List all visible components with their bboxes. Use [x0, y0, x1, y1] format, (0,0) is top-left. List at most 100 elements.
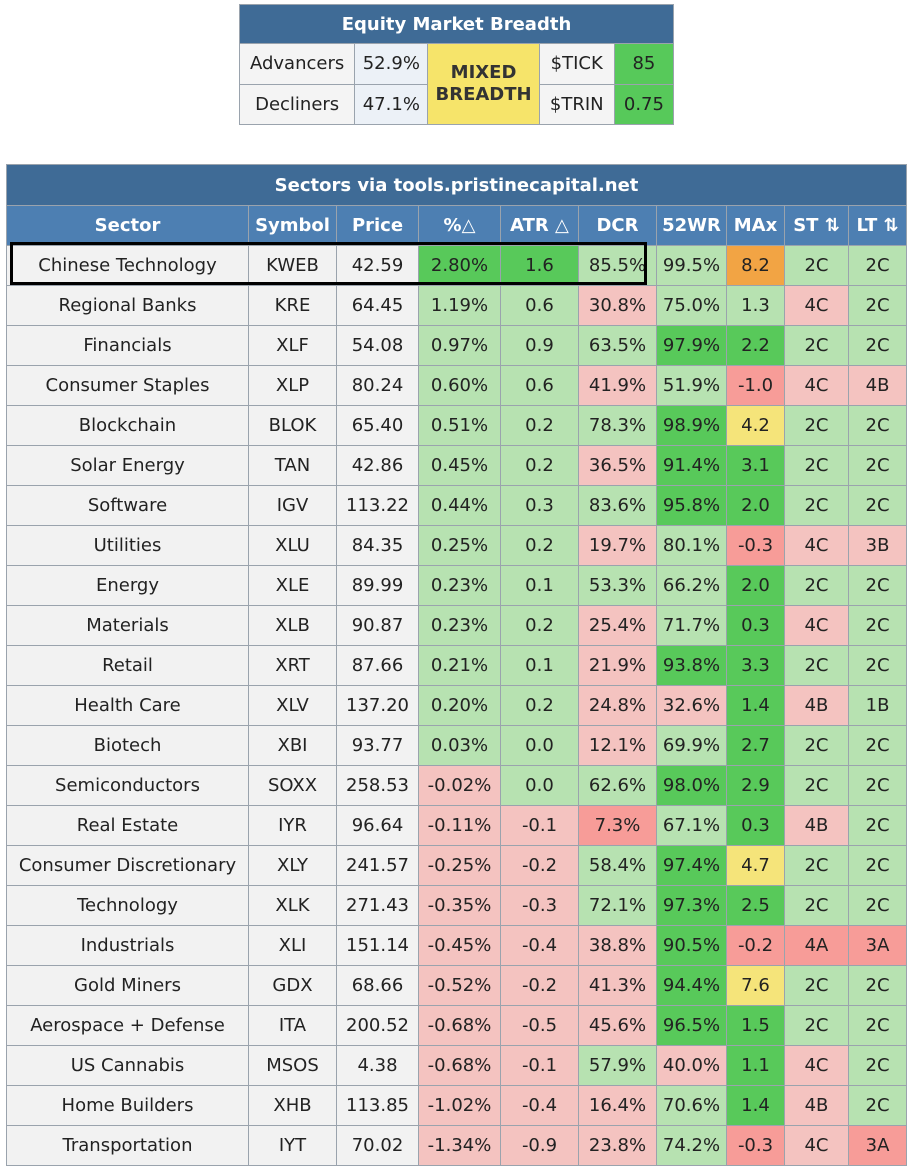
- sector-name-cell: Utilities: [6, 525, 249, 566]
- dcr-cell: 7.3%: [578, 805, 657, 846]
- dcr-cell: 25.4%: [578, 605, 657, 646]
- pct-change-cell: 0.45%: [418, 445, 501, 486]
- st-cell: 2C: [784, 325, 849, 366]
- table-row: Utilities XLU 84.35 0.25% 0.2 19.7% 80.1% -0.3 4…: [6, 525, 908, 566]
- sectors-body: Chinese Technology KWEB 42.59 2.80% 1.6 85.5%…: [6, 245, 908, 1166]
- dcr-cell: 85.5%: [578, 245, 657, 286]
- header-atr-change[interactable]: ATR △: [500, 205, 579, 246]
- sector-name-cell: US Cannabis: [6, 1045, 249, 1086]
- dcr-cell: 16.4%: [578, 1085, 657, 1126]
- st-cell: 2C: [784, 485, 849, 526]
- table-row: Software IGV 113.22 0.44% 0.3 83.6% 95.8% 2.0 2C…: [6, 485, 908, 526]
- header-lt[interactable]: LT ⇅: [847, 205, 908, 246]
- lt-cell: 2C: [847, 285, 908, 326]
- 52wr-cell: 51.9%: [656, 365, 727, 406]
- table-row: Aerospace + Defense ITA 200.52 -0.68% -0.5 45…: [6, 1005, 908, 1046]
- header-symbol[interactable]: Symbol: [248, 205, 337, 246]
- 52wr-cell: 98.0%: [656, 765, 727, 806]
- max-cell: 1.4: [726, 1085, 785, 1126]
- max-cell: 3.3: [726, 645, 785, 686]
- header-dcr[interactable]: DCR: [578, 205, 657, 246]
- dcr-cell: 53.3%: [578, 565, 657, 606]
- pct-change-cell: 0.20%: [418, 685, 501, 726]
- st-cell: 2C: [784, 725, 849, 766]
- st-cell: 2C: [784, 245, 849, 286]
- header-sector[interactable]: Sector: [6, 205, 249, 246]
- price-cell: 54.08: [336, 325, 419, 366]
- max-cell: 2.5: [726, 885, 785, 926]
- dcr-cell: 45.6%: [578, 1005, 657, 1046]
- atr-change-cell: -0.1: [500, 1045, 579, 1086]
- pct-change-cell: 0.23%: [418, 605, 501, 646]
- table-row: Blockchain BLOK 65.40 0.51% 0.2 78.3% 98.9% 4.2…: [6, 405, 908, 446]
- table-row: Solar Energy TAN 42.86 0.45% 0.2 36.5% 91.4% 3.…: [6, 445, 908, 486]
- header-max[interactable]: MAx: [726, 205, 785, 246]
- price-cell: 113.85: [336, 1085, 419, 1126]
- st-cell: 2C: [784, 845, 849, 886]
- lt-cell: 2C: [847, 885, 908, 926]
- symbol-cell: XBI: [248, 725, 337, 766]
- header-pct-change[interactable]: %△: [418, 205, 501, 246]
- max-cell: 4.2: [726, 405, 785, 446]
- sectors-caption: Sectors via tools.pristinecapital.net: [5, 164, 908, 206]
- symbol-cell: SOXX: [248, 765, 337, 806]
- header-st[interactable]: ST ⇅: [784, 205, 849, 246]
- advancers-label: Advancers: [238, 43, 356, 85]
- lt-cell: 2C: [847, 645, 908, 686]
- 52wr-cell: 40.0%: [656, 1045, 727, 1086]
- 52wr-cell: 94.4%: [656, 965, 727, 1006]
- trin-label: $TRIN: [538, 83, 615, 126]
- header-row: Sector Symbol Price %△ ATR △ DCR 52WR MAx ST ⇅ LT…: [6, 205, 908, 246]
- symbol-cell: XLP: [248, 365, 337, 406]
- st-cell: 2C: [784, 1005, 849, 1046]
- price-cell: 42.59: [336, 245, 419, 286]
- table-row: Energy XLE 89.99 0.23% 0.1 53.3% 66.2% 2.0 2C 2C: [6, 565, 908, 606]
- symbol-cell: KRE: [248, 285, 337, 326]
- price-cell: 113.22: [336, 485, 419, 526]
- header-52wr[interactable]: 52WR: [656, 205, 727, 246]
- st-cell: 4A: [784, 925, 849, 966]
- sector-name-cell: Gold Miners: [6, 965, 249, 1006]
- 52wr-cell: 67.1%: [656, 805, 727, 846]
- atr-change-cell: 0.2: [500, 405, 579, 446]
- table-row: Real Estate IYR 96.64 -0.11% -0.1 7.3% 67.1% 0.…: [6, 805, 908, 846]
- st-cell: 2C: [784, 885, 849, 926]
- table-row: Consumer Staples XLP 80.24 0.60% 0.6 41.9% 51.…: [6, 365, 908, 406]
- pct-change-cell: -0.11%: [418, 805, 501, 846]
- decliners-pct: 47.1%: [354, 83, 429, 126]
- price-cell: 258.53: [336, 765, 419, 806]
- table-row: Chinese Technology KWEB 42.59 2.80% 1.6 85.5%…: [6, 245, 908, 286]
- table-row: Transportation IYT 70.02 -1.34% -0.9 23.8% 74.…: [6, 1125, 908, 1166]
- st-cell: 4B: [784, 805, 849, 846]
- st-cell: 2C: [784, 445, 849, 486]
- atr-change-cell: 0.2: [500, 525, 579, 566]
- 52wr-cell: 32.6%: [656, 685, 727, 726]
- pct-change-cell: 0.23%: [418, 565, 501, 606]
- 52wr-cell: 91.4%: [656, 445, 727, 486]
- st-cell: 2C: [784, 405, 849, 446]
- atr-change-cell: 0.2: [500, 605, 579, 646]
- pct-change-cell: 0.60%: [418, 365, 501, 406]
- tick-value: 85: [613, 43, 675, 85]
- table-row: Home Builders XHB 113.85 -1.02% -0.4 16.4% 70.…: [6, 1085, 908, 1126]
- atr-change-cell: -0.4: [500, 1085, 579, 1126]
- symbol-cell: MSOS: [248, 1045, 337, 1086]
- pct-change-cell: 2.80%: [418, 245, 501, 286]
- dcr-cell: 38.8%: [578, 925, 657, 966]
- sector-name-cell: Consumer Discretionary: [6, 845, 249, 886]
- breadth-title: Equity Market Breadth: [239, 3, 674, 45]
- price-cell: 80.24: [336, 365, 419, 406]
- atr-change-cell: 0.2: [500, 445, 579, 486]
- table-row: Gold Miners GDX 68.66 -0.52% -0.2 41.3% 94.4% 7…: [6, 965, 908, 1006]
- header-price[interactable]: Price: [336, 205, 419, 246]
- dcr-cell: 12.1%: [578, 725, 657, 766]
- symbol-cell: GDX: [248, 965, 337, 1006]
- pct-change-cell: 0.51%: [418, 405, 501, 446]
- symbol-cell: IYT: [248, 1125, 337, 1166]
- price-cell: 68.66: [336, 965, 419, 1006]
- max-cell: 2.9: [726, 765, 785, 806]
- max-cell: 2.2: [726, 325, 785, 366]
- breadth-status-badge: MIXED BREADTH: [427, 43, 540, 125]
- atr-change-cell: -0.1: [500, 805, 579, 846]
- symbol-cell: BLOK: [248, 405, 337, 446]
